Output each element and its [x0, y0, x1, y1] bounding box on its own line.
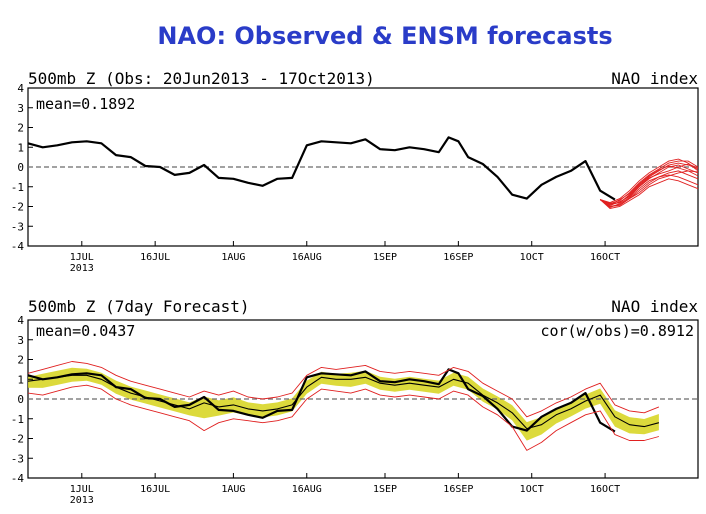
x-tick-label: 16JUL — [140, 252, 170, 263]
x-tick-label: 16AUG — [292, 252, 322, 263]
forecast-panel: 500mb Z (7day Forecast) NAO index mean=0… — [11, 297, 699, 506]
panel-title: 500mb Z (7day Forecast) — [28, 297, 250, 316]
figure-title: NAO: Observed & ENSM forecasts — [157, 22, 612, 50]
x-tick-label: 16AUG — [292, 484, 322, 495]
y-tick-label: 0 — [17, 393, 24, 406]
x-tick-label: 1AUG — [221, 484, 245, 495]
x-tick-label: 16SEP — [443, 252, 473, 263]
x-tick-label: 1SEP — [373, 252, 397, 263]
y-tick-label: -1 — [11, 181, 24, 194]
y-tick-label: 3 — [17, 334, 24, 347]
forecast-spread-line — [27, 361, 660, 418]
y-tick-label: 4 — [17, 82, 24, 95]
y-axis: 4 3 2 1 0 -1 -2 -3 -4 — [11, 314, 33, 485]
ensemble-member-line — [599, 165, 699, 206]
y-tick-label: -1 — [11, 413, 24, 426]
observed-line — [27, 368, 616, 433]
y-tick-label: -4 — [11, 472, 25, 485]
x-tick-label: 1OCT — [520, 484, 544, 495]
y-tick-label: -3 — [11, 220, 24, 233]
y-tick-label: -4 — [11, 240, 25, 253]
x-tick-year: 2013 — [70, 495, 94, 506]
y-tick-label: 0 — [17, 161, 24, 174]
series-lines — [27, 361, 660, 451]
spread-fill — [28, 367, 659, 441]
y-tick-label: 2 — [17, 354, 24, 367]
y-tick-label: 1 — [17, 141, 24, 154]
x-tick-label: 1JUL — [70, 252, 94, 263]
x-tick-label: 16SEP — [443, 484, 473, 495]
correlation-annotation: cor(w/obs)=0.8912 — [540, 322, 694, 340]
ensemble-member-line — [600, 158, 699, 204]
panel-title: 500mb Z (Obs: 20Jun2013 - 17Oct2013) — [28, 69, 375, 88]
ensemble-member-line — [599, 174, 699, 209]
x-tick-label: 1JUL — [70, 484, 94, 495]
panel-right-label: NAO index — [611, 69, 698, 88]
ensemble-member-line — [599, 170, 699, 207]
forecast-spread-line — [27, 384, 660, 451]
ensemble-member-line — [600, 163, 699, 204]
y-axis: 4 3 2 1 0 -1 -2 -3 -4 — [11, 82, 33, 253]
x-tick-label: 16JUL — [140, 484, 170, 495]
x-tick-label: 1OCT — [520, 252, 544, 263]
panel-right-label: NAO index — [611, 297, 698, 316]
y-tick-label: 4 — [17, 314, 24, 327]
y-tick-label: 1 — [17, 373, 24, 386]
y-tick-label: -2 — [11, 433, 24, 446]
x-tick-label: 1SEP — [373, 484, 397, 495]
series-lines — [27, 136, 616, 201]
forecast-spread-band — [28, 367, 659, 441]
y-tick-label: -2 — [11, 201, 24, 214]
mean-annotation: mean=0.0437 — [36, 322, 135, 340]
y-tick-label: 3 — [17, 102, 24, 115]
x-tick-label: 16OCT — [590, 484, 620, 495]
x-tick-label: 16OCT — [590, 252, 620, 263]
x-tick-label: 1AUG — [221, 252, 245, 263]
observed-line — [27, 136, 616, 201]
forecast-mean-line — [27, 374, 660, 430]
observed-panel: 500mb Z (Obs: 20Jun2013 - 17Oct2013) NAO… — [11, 69, 699, 274]
y-tick-label: 2 — [17, 122, 24, 135]
ensemble-member-line — [599, 178, 699, 209]
x-tick-year: 2013 — [70, 263, 94, 274]
ensemble-forecast-members — [599, 158, 699, 209]
y-tick-label: -3 — [11, 452, 24, 465]
mean-annotation: mean=0.1892 — [36, 95, 135, 113]
